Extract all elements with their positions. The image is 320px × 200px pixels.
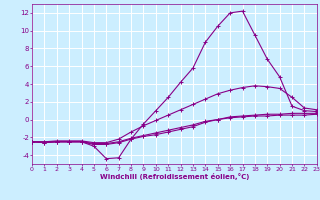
X-axis label: Windchill (Refroidissement éolien,°C): Windchill (Refroidissement éolien,°C) — [100, 173, 249, 180]
